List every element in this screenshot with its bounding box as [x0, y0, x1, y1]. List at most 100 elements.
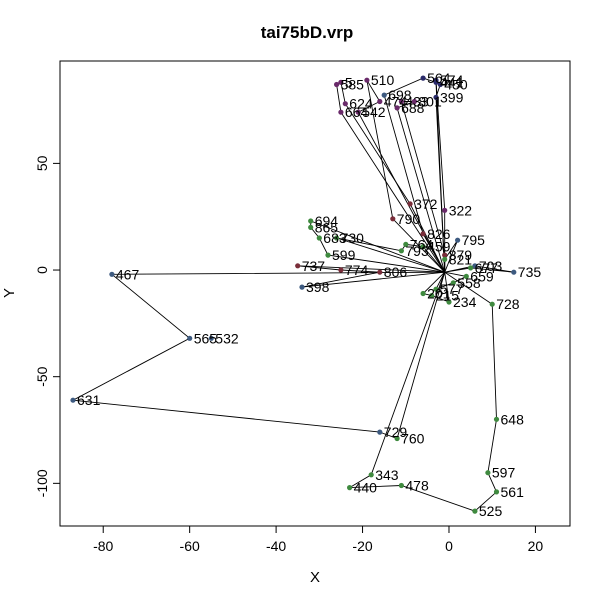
customer-point-664 [338, 109, 344, 115]
customer-point-585 [334, 81, 340, 88]
customer-label-478: 478 [405, 478, 429, 494]
customer-point-659 [463, 273, 469, 279]
y-tick-label: 50 [34, 155, 50, 171]
customer-label-760: 760 [401, 431, 425, 447]
route-line-2 [297, 265, 445, 288]
route-line-7 [383, 77, 446, 273]
customer-label-565: 565 [194, 330, 218, 346]
customer-point-525 [472, 508, 478, 514]
customer-label-510: 510 [371, 72, 395, 88]
customer-label-574: 574 [440, 72, 464, 88]
x-axis-label: X [310, 569, 320, 586]
customer-label-793: 793 [405, 243, 429, 259]
y-tick-label: 0 [34, 266, 50, 274]
customer-label-790: 790 [397, 211, 421, 227]
customer-point-795 [455, 237, 461, 243]
route-line-3 [310, 220, 445, 273]
customer-label-703: 703 [479, 258, 503, 274]
customer-label-459: 459 [427, 239, 451, 255]
customer-point-440 [347, 485, 353, 491]
customer-point-821 [442, 256, 448, 262]
customer-point-677 [468, 265, 474, 271]
customer-point-806 [377, 269, 383, 275]
customer-label-450: 450 [444, 77, 468, 93]
customer-label-433: 433 [405, 94, 429, 110]
customer-label-764: 764 [410, 236, 434, 252]
customer-label-525: 525 [479, 503, 503, 519]
customer-point-826 [420, 231, 426, 237]
customer-label-597: 597 [492, 465, 516, 481]
customer-label-399: 399 [440, 89, 464, 105]
chart-title: tai75bD.vrp [261, 23, 354, 42]
points-layer [70, 75, 517, 514]
customer-point-474 [377, 98, 383, 105]
customer-label-735: 735 [518, 264, 542, 280]
customer-point-343 [368, 472, 374, 478]
customer-point-597 [485, 470, 491, 476]
customer-label-343: 343 [375, 467, 399, 483]
customer-point-322 [442, 207, 448, 213]
customer-label-624: 624 [349, 96, 373, 112]
customer-point-801 [411, 98, 417, 105]
customer-point-372 [407, 201, 413, 207]
customer-label-474: 474 [384, 94, 408, 110]
customer-label-664: 664 [345, 104, 369, 120]
customer-point-790 [390, 216, 396, 222]
customer-point-703 [472, 263, 478, 269]
x-tick-label: 0 [445, 538, 453, 554]
customer-label-372: 372 [414, 196, 438, 212]
route-line-14 [349, 271, 498, 512]
customer-label-215: 215 [436, 288, 460, 304]
customer-point-793 [398, 248, 404, 254]
customer-label-585: 585 [341, 77, 365, 93]
route-line-4 [336, 237, 446, 273]
customer-label-821: 821 [449, 251, 473, 267]
customer-point-542 [355, 109, 361, 115]
x-axis: -80 -60 -40 -20 0 20 [93, 525, 543, 554]
customer-point-631 [70, 397, 76, 403]
customer-label-398: 398 [306, 279, 330, 295]
customer-label-683: 683 [323, 230, 347, 246]
customer-point-558 [450, 280, 456, 286]
customer-point-760 [394, 435, 400, 442]
customer-label-234: 234 [453, 294, 477, 310]
customer-label-826: 826 [427, 226, 451, 242]
customer-point-730 [334, 235, 340, 241]
customer-label-728: 728 [496, 296, 520, 312]
customer-label-577: 577 [440, 281, 464, 297]
customer-point-624 [342, 101, 348, 107]
customer-label-599: 599 [332, 247, 356, 263]
customer-point-532 [208, 335, 214, 341]
customer-point-478 [398, 482, 404, 489]
customer-point-441 [433, 79, 439, 85]
customer-label-564: 564 [427, 70, 451, 86]
x-tick-label: -20 [352, 538, 372, 554]
customer-point-564 [420, 75, 426, 81]
customer-point-728 [489, 301, 495, 307]
customer-label-558: 558 [457, 275, 481, 291]
customer-label-561: 561 [501, 484, 525, 500]
customer-point-565 [187, 335, 193, 341]
customer-label-795: 795 [462, 232, 486, 248]
customer-label-698: 698 [388, 87, 412, 103]
customer-label-865: 865 [315, 219, 339, 235]
customer-point-737 [295, 263, 301, 269]
customer-point-467 [109, 271, 115, 277]
customer-point-688 [394, 105, 400, 111]
customer-point-5 [338, 79, 344, 85]
customer-point-234 [446, 299, 452, 305]
x-tick-label: -40 [266, 538, 286, 554]
y-axis-label: Y [1, 288, 18, 298]
customer-point-577 [433, 286, 439, 292]
customer-point-698 [381, 92, 387, 98]
customer-label-201: 201 [427, 286, 451, 302]
customer-point-648 [493, 416, 500, 422]
customer-label-631: 631 [77, 392, 101, 408]
customer-label-440: 440 [354, 480, 378, 496]
customer-label-730: 730 [341, 230, 365, 246]
customer-label-688: 688 [401, 100, 425, 116]
customer-point-879 [442, 252, 448, 258]
customer-label-659: 659 [470, 268, 494, 284]
